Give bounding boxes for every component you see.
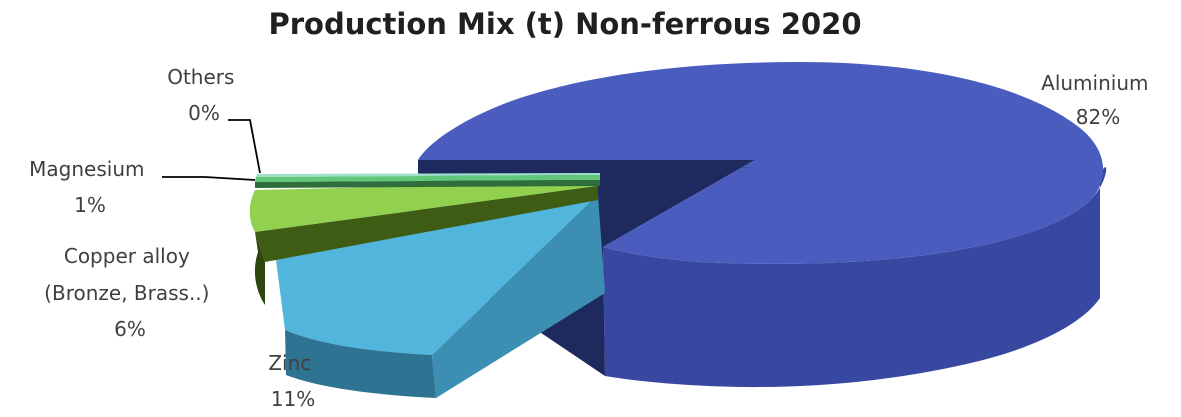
slice-aluminium-wall [418, 160, 755, 168]
slice-zinc-side [432, 195, 605, 398]
label-aluminium: Aluminium 82% [1041, 71, 1155, 129]
label-magnesium: Magnesium 1% [29, 157, 151, 217]
slice-zinc-top [275, 195, 598, 355]
slice-zinc [275, 195, 605, 398]
leader-line-magnesium [162, 176, 256, 181]
slice-zinc-front [285, 330, 436, 398]
slice-others-top [256, 173, 600, 177]
slice-copper-alloy-side [255, 186, 598, 262]
label-others: Others 0% [167, 65, 241, 125]
leader-line-others [228, 119, 261, 174]
slice-magnesium-side [255, 180, 600, 188]
chart-title: Production Mix (t) Non-ferrous 2020 [268, 7, 861, 41]
slice-aluminium-top [418, 62, 1104, 264]
slice-magnesium [255, 175, 600, 188]
slice-copper-alloy [249, 182, 598, 305]
slice-magnesium-top [255, 175, 600, 182]
slice-copper-alloy-front [254, 232, 265, 305]
label-zinc: Zinc 11% [268, 351, 317, 411]
slice-aluminium-side [603, 167, 1107, 388]
slice-others [256, 173, 600, 177]
label-copper-alloy: Copper alloy (Bronze, Brass..) 6% [44, 244, 216, 341]
slice-copper-alloy-top [249, 182, 598, 232]
